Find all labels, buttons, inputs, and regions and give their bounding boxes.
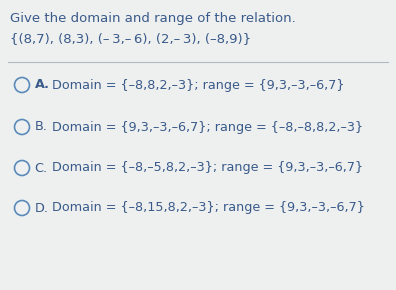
Text: {(8,7), (8,3), (– 3,– 6), (2,– 3), (–8,9)}: {(8,7), (8,3), (– 3,– 6), (2,– 3), (–8,9… (10, 32, 251, 45)
Text: Domain = {–8,–5,8,2,–3}; range = {9,3,–3,–6,7}: Domain = {–8,–5,8,2,–3}; range = {9,3,–3… (51, 162, 363, 175)
Text: Domain = {–8,8,2,–3}; range = {9,3,–3,–6,7}: Domain = {–8,8,2,–3}; range = {9,3,–3,–6… (51, 79, 344, 92)
Text: Domain = {9,3,–3,–6,7}; range = {–8,–8,8,2,–3}: Domain = {9,3,–3,–6,7}; range = {–8,–8,8… (51, 121, 363, 133)
Text: B.: B. (34, 121, 48, 133)
Text: Give the domain and range of the relation.: Give the domain and range of the relatio… (10, 12, 296, 25)
Text: A.: A. (34, 79, 50, 92)
Text: C.: C. (34, 162, 48, 175)
Text: D.: D. (34, 202, 48, 215)
Text: Domain = {–8,15,8,2,–3}; range = {9,3,–3,–6,7}: Domain = {–8,15,8,2,–3}; range = {9,3,–3… (51, 202, 364, 215)
